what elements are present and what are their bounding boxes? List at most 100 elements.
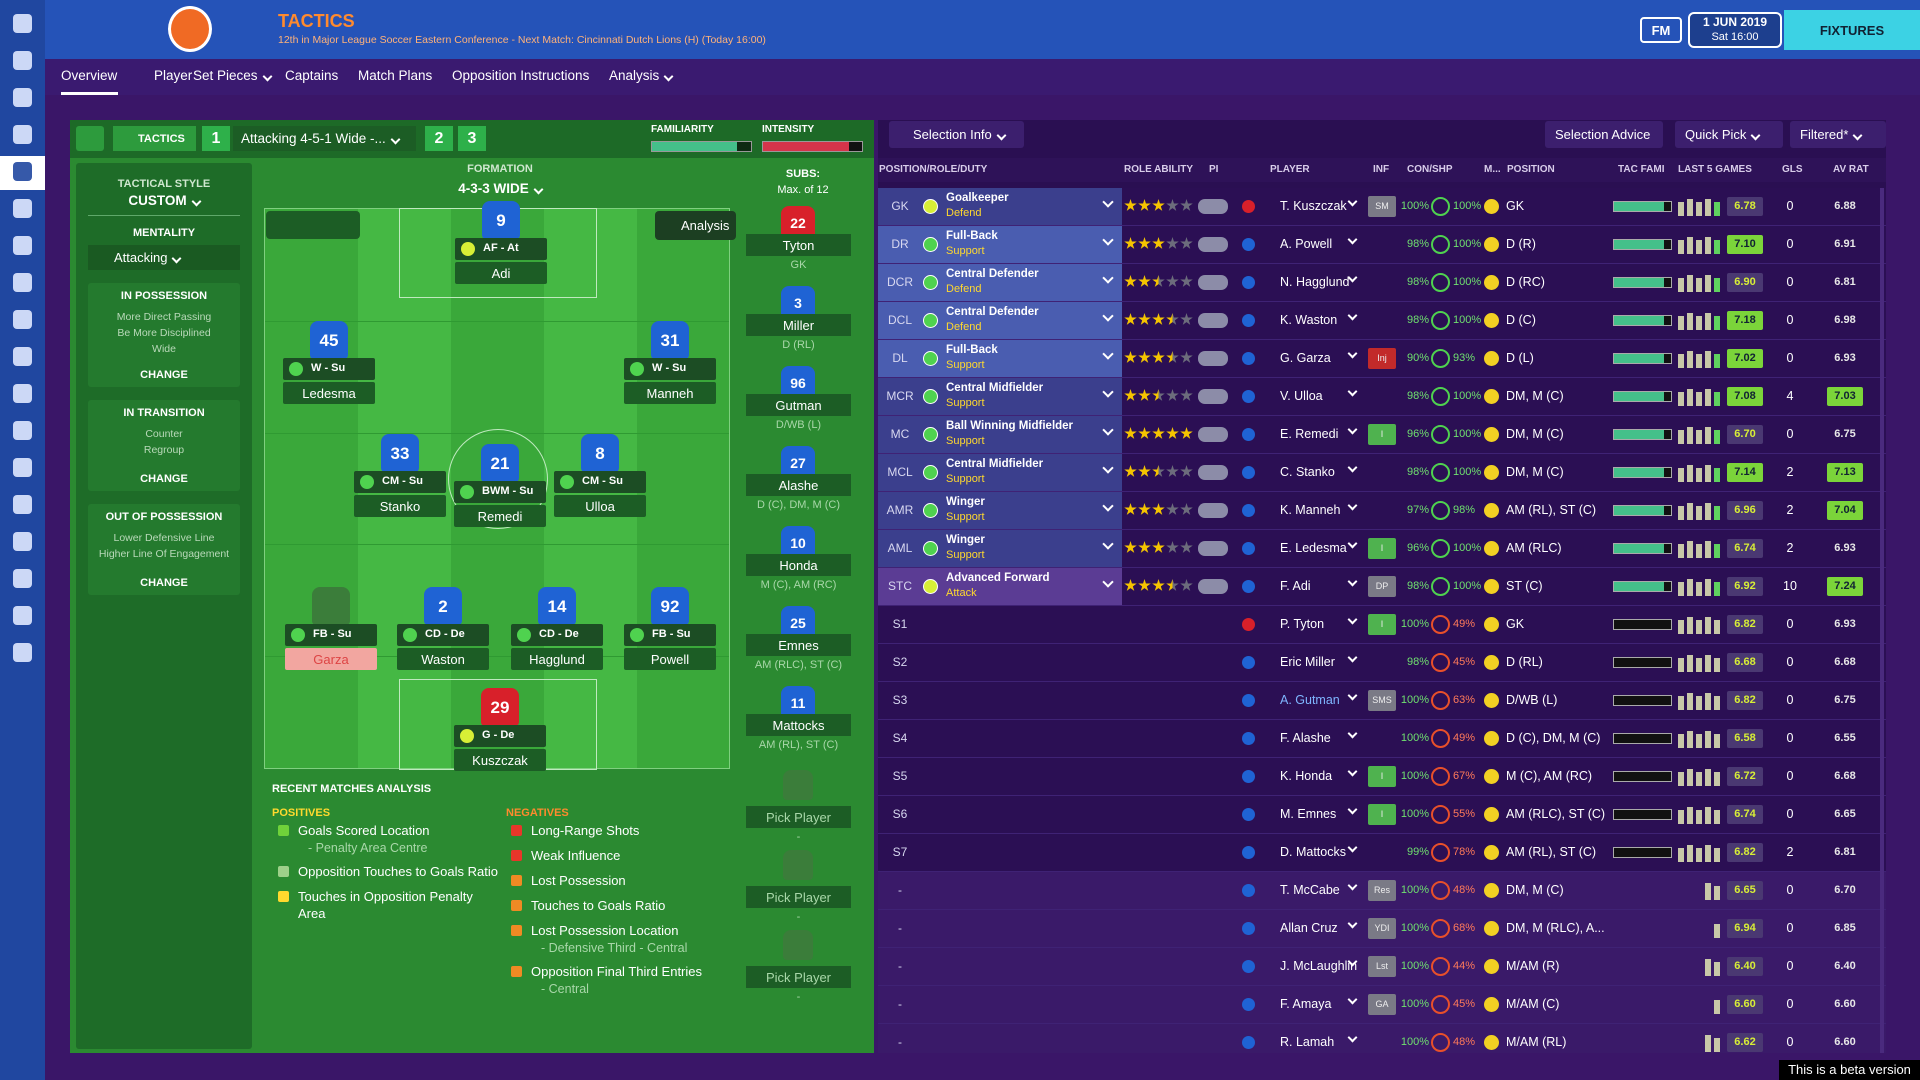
player-name[interactable]: V. Ulloa [1280, 389, 1323, 403]
sidebar-icon[interactable] [13, 347, 32, 366]
phase-change[interactable]: CHANGE [140, 473, 188, 485]
selection-button[interactable]: Selection Advice [1545, 121, 1663, 148]
player-role[interactable]: CD - De [511, 624, 603, 646]
player-name[interactable]: F. Amaya [1280, 997, 1332, 1011]
sidebar-icon[interactable] [13, 643, 32, 662]
player-role[interactable]: CM - Su [354, 471, 446, 493]
tactic-slot[interactable]: 1 [202, 126, 230, 151]
player-role[interactable]: CM - Su [554, 471, 646, 493]
nav-tab[interactable]: Analysis [609, 68, 674, 83]
player-role[interactable]: FB - Su [285, 624, 377, 646]
player-name[interactable]: P. Tyton [1280, 617, 1325, 631]
tactics-tab[interactable]: TACTICS [113, 126, 196, 151]
style-value[interactable]: CUSTOM [76, 193, 252, 208]
nav-tab[interactable]: Match Plans [358, 68, 433, 83]
player-name[interactable]: T. Kuszczak [1280, 199, 1347, 213]
player-name[interactable]: Manneh [624, 382, 716, 404]
name-dropdown[interactable] [1347, 462, 1358, 473]
player-name[interactable]: T. McCabe [1280, 883, 1340, 897]
name-dropdown[interactable] [1347, 1032, 1358, 1043]
pick-player[interactable]: Pick Player [746, 886, 851, 908]
player-name[interactable]: Eric Miller [1280, 655, 1335, 669]
name-dropdown[interactable] [1347, 994, 1358, 1005]
sidebar-icon[interactable] [13, 199, 32, 218]
sidebar-icon[interactable] [13, 569, 32, 588]
player-row[interactable]: S2 Eric Miller 98% 45% D (RL) 6.68 0 6.68 [878, 644, 1886, 682]
name-dropdown[interactable] [1347, 766, 1358, 777]
name-dropdown[interactable] [1347, 690, 1358, 701]
player-name[interactable]: C. Stanko [1280, 465, 1335, 479]
player-name[interactable]: D. Mattocks [1280, 845, 1346, 859]
player-row[interactable]: S4 F. Alashe 100% 49% D (C), DM, M (C) 6.58 0 6… [878, 720, 1886, 758]
player-role[interactable]: BWM - Su [454, 481, 546, 503]
player-name[interactable]: Stanko [354, 495, 446, 517]
player-row[interactable]: GK Goalkeeper Defend T. Kuszczak SM 100% 100% G… [878, 188, 1886, 226]
tactic-name-dropdown[interactable]: Attacking 4-5-1 Wide -... [233, 126, 416, 151]
player-row[interactable]: MCL Central Midfielder Support C. Stanko 98%… [878, 454, 1886, 492]
sidebar-icon[interactable] [13, 273, 32, 292]
player-name[interactable]: Powell [624, 648, 716, 670]
player-row[interactable]: - F. Amaya GA 100% 45% M/AM (C) 6.60 0 6.60 [878, 986, 1886, 1024]
analysis-button[interactable]: Analysis [655, 211, 736, 240]
player-row[interactable]: S3 A. Gutman SMS 100% 63% D/WB (L) 6.82 0 6.75 [878, 682, 1886, 720]
player-name[interactable]: F. Adi [1280, 579, 1311, 593]
player-row[interactable]: MCR Central Midfielder Support V. Ulloa 98% 1… [878, 378, 1886, 416]
column-header[interactable]: PI [1209, 164, 1219, 175]
sidebar-icon[interactable] [13, 14, 32, 33]
pitch-tools[interactable] [266, 211, 360, 239]
mentality-dropdown[interactable]: Attacking [88, 245, 240, 270]
sub-name[interactable]: Emnes [746, 634, 851, 656]
player-row[interactable]: AML Winger Support E. Ledesma I 96% 100% AM (RL… [878, 530, 1886, 568]
player-row[interactable]: S1 P. Tyton I 100% 49% GK 6.82 0 6.93 [878, 606, 1886, 644]
player-role[interactable]: G - De [454, 725, 546, 747]
sub-name[interactable]: Miller [746, 314, 851, 336]
player-row[interactable]: DCR Central Defender Defend N. Hagglund 98% 1… [878, 264, 1886, 302]
column-header[interactable]: LAST 5 GAMES [1678, 164, 1752, 175]
player-name[interactable]: Adi [455, 262, 547, 284]
player-role[interactable]: FB - Su [624, 624, 716, 646]
player-row[interactable]: - Allan Cruz YDI 100% 68% DM, M (RLC), A... 6.… [878, 910, 1886, 948]
sub-name[interactable]: Honda [746, 554, 851, 576]
name-dropdown[interactable] [1347, 234, 1358, 245]
player-name[interactable]: K. Honda [1280, 769, 1333, 783]
player-name[interactable]: Allan Cruz [1280, 921, 1338, 935]
name-dropdown[interactable] [1347, 576, 1358, 587]
player-name[interactable]: F. Alashe [1280, 731, 1331, 745]
collapse-button[interactable] [76, 126, 104, 151]
name-dropdown[interactable] [1347, 728, 1358, 739]
nav-tab[interactable]: Opposition Instructions [452, 68, 590, 83]
sidebar-icon[interactable] [13, 162, 32, 181]
player-row[interactable]: - R. Lamah 100% 48% M/AM (RL) 6.62 0 6.60 [878, 1024, 1886, 1053]
player-name[interactable]: J. McLaughlin [1280, 959, 1358, 973]
date-box[interactable] [1688, 12, 1782, 48]
player-role[interactable]: AF - At [455, 238, 547, 260]
selection-button[interactable]: Selection Info [889, 121, 1024, 148]
column-header[interactable]: CON/SHP [1407, 164, 1453, 175]
name-dropdown[interactable] [1347, 424, 1358, 435]
sub-name[interactable]: Mattocks [746, 714, 851, 736]
sidebar-icon[interactable] [13, 384, 32, 403]
nav-tab[interactable]: Captains [285, 68, 339, 83]
sidebar-icon[interactable] [13, 458, 32, 477]
player-name[interactable]: E. Ledesma [1280, 541, 1347, 555]
player-row[interactable]: AMR Winger Support K. Manneh 97% 98% AM (RL), … [878, 492, 1886, 530]
sub-name[interactable]: Alashe [746, 474, 851, 496]
sidebar-icon[interactable] [13, 606, 32, 625]
player-name[interactable]: A. Gutman [1280, 693, 1340, 707]
sidebar-icon[interactable] [13, 51, 32, 70]
player-role[interactable]: CD - De [397, 624, 489, 646]
player-row[interactable]: DCL Central Defender Defend K. Waston 98% 100… [878, 302, 1886, 340]
player-row[interactable]: MC Ball Winning Midfielder Support E. Remed… [878, 416, 1886, 454]
name-dropdown[interactable] [1347, 538, 1358, 549]
sub-name[interactable]: Gutman [746, 394, 851, 416]
player-row[interactable]: DR Full-Back Support A. Powell 98% 100% D (R) 7… [878, 226, 1886, 264]
pick-player[interactable]: Pick Player [746, 806, 851, 828]
phase-change[interactable]: CHANGE [140, 577, 188, 589]
player-name[interactable]: R. Lamah [1280, 1035, 1335, 1049]
player-row[interactable]: - T. McCabe Res 100% 48% DM, M (C) 6.65 0 6.70 [878, 872, 1886, 910]
sidebar-icon[interactable] [13, 88, 32, 107]
scrollbar[interactable] [1880, 188, 1884, 1053]
name-dropdown[interactable] [1347, 880, 1358, 891]
fixtures-button[interactable]: FIXTURES [1784, 10, 1920, 50]
player-name[interactable]: E. Remedi [1280, 427, 1339, 441]
